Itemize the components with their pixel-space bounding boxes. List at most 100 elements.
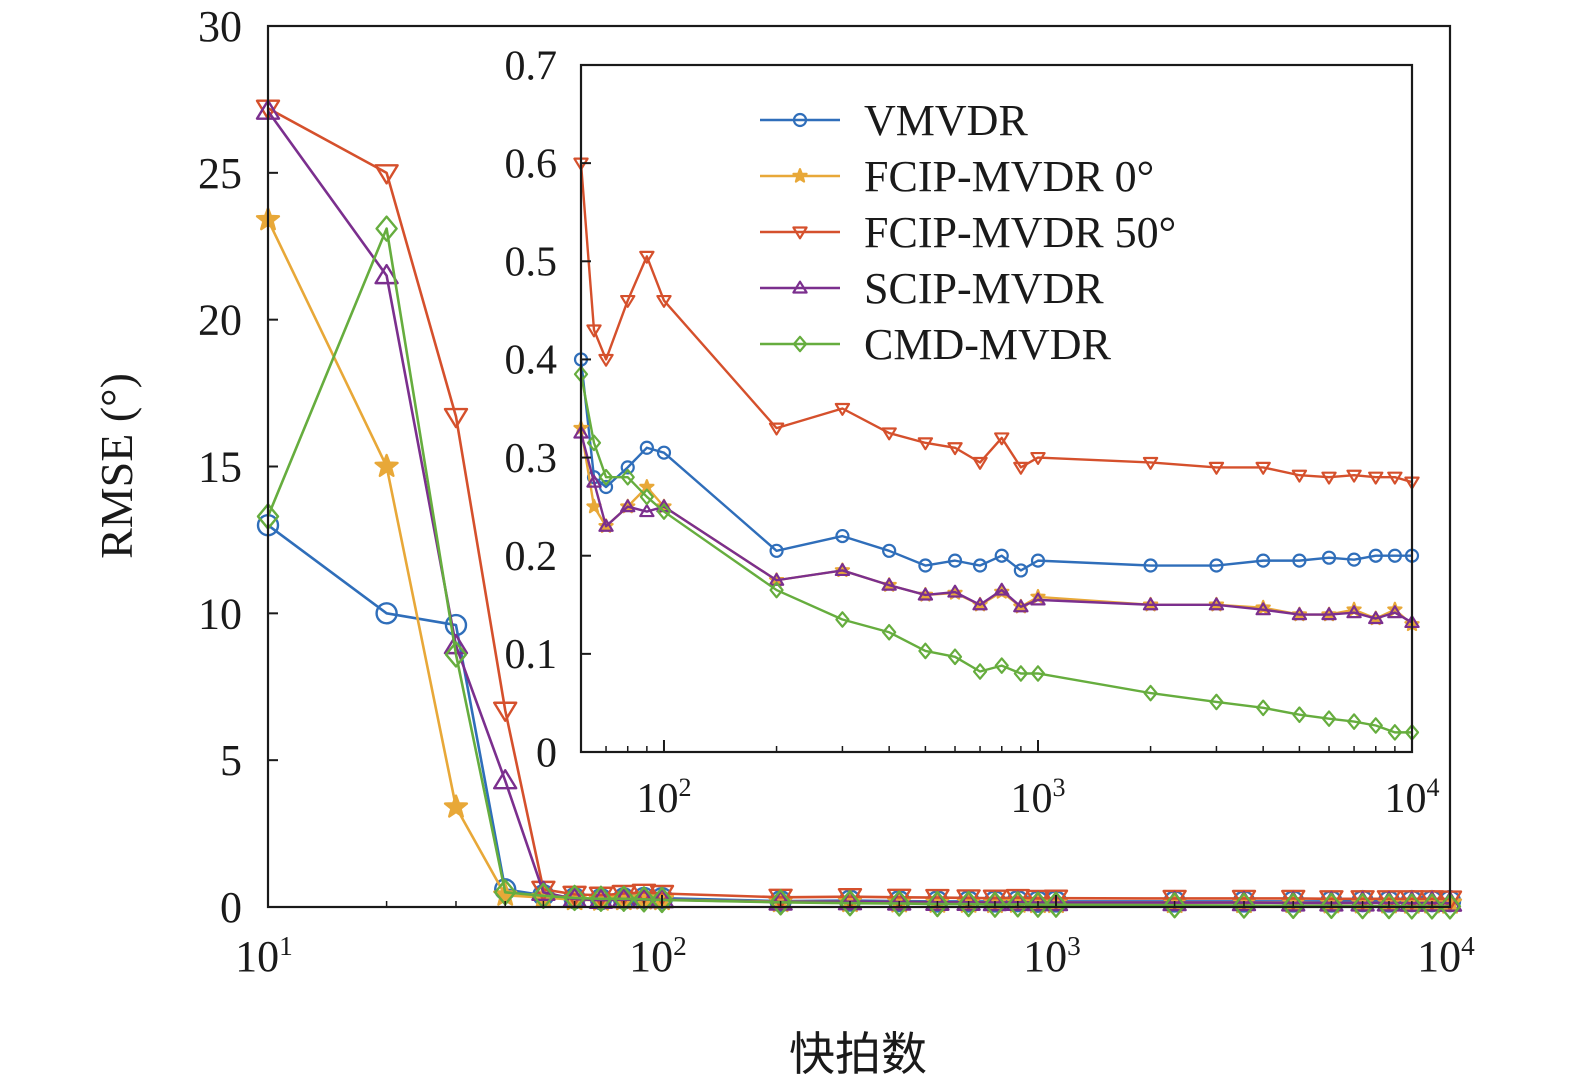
legend-item-0: VMVDR xyxy=(760,96,1028,145)
inset-series-3 xyxy=(573,425,1420,629)
main-series-3-point-14 xyxy=(956,890,981,912)
main-series-4-point-7 xyxy=(612,885,636,912)
main-series-0-point-1 xyxy=(375,602,398,625)
legend: VMVDR FCIP-MVDR 0° FCIP-MVDR 50° SCIP-MVDR C… xyxy=(760,96,1176,369)
inset-series-0-point-19 xyxy=(1321,550,1337,565)
main-series-2-point-1 xyxy=(374,164,399,185)
inset-series-3-point-8 xyxy=(881,577,897,591)
main-series-4-point-17 xyxy=(1026,891,1050,918)
inset-series-3-point-14 xyxy=(1030,592,1046,606)
inset-series-0-point-9 xyxy=(918,558,933,573)
main-y-tick-label-4: 20 xyxy=(198,296,242,345)
inset-series-0-point-5 xyxy=(656,445,672,460)
inset-series-4-point-18 xyxy=(1292,706,1307,724)
inset-series-4-point-12 xyxy=(994,657,1009,674)
inset-series-4-point-3 xyxy=(620,468,635,486)
inset-x-tick-label-2: 104 xyxy=(1384,773,1439,822)
main-series-4-point-14 xyxy=(957,890,980,918)
inset-series-0-point-6 xyxy=(769,543,784,558)
legend-label-4: CMD-MVDR xyxy=(864,320,1112,369)
inset-series-4-point-20 xyxy=(1346,713,1362,730)
legend-marker-4-point-0 xyxy=(792,335,808,353)
inset-y-tick-label-6: 0.6 xyxy=(505,141,558,187)
main-series-3-point-13 xyxy=(925,890,950,912)
main-y-tick-label-2: 10 xyxy=(198,589,242,638)
inset-series-0-point-18 xyxy=(1292,553,1307,568)
main-series-4-point-10 xyxy=(769,889,792,916)
inset-series-0-point-21 xyxy=(1368,548,1383,563)
legend-item-4: CMD-MVDR xyxy=(760,320,1112,369)
main-series-4-point-19 xyxy=(1163,892,1186,919)
inset-series-3-point-7 xyxy=(834,563,851,577)
legend-item-2: FCIP-MVDR 50° xyxy=(760,208,1176,257)
main-series-4-point-1 xyxy=(375,215,398,242)
inset-series-3-point-11 xyxy=(972,597,988,611)
inset-series-0-point-10 xyxy=(947,553,963,568)
main-series-4-point-2 xyxy=(444,641,468,668)
main-series-4-point-16 xyxy=(1006,891,1030,918)
inset-series-2-point-5 xyxy=(656,294,672,308)
inset-series-4-point-19 xyxy=(1321,710,1337,727)
inset-series-2-point-1 xyxy=(586,324,602,338)
inset-series-2-point-4 xyxy=(639,250,655,264)
main-plot: 0 5 10 15 20 25 30 101 102 103 104 xyxy=(198,2,1475,981)
inset-series-2-point-20 xyxy=(1346,469,1362,483)
inset-series-3-point-12 xyxy=(994,582,1010,596)
inset-x-tick-label-1: 103 xyxy=(1010,773,1065,822)
main-x-tick-label-0: 101 xyxy=(235,931,293,981)
inset-series-2-point-9 xyxy=(917,437,934,451)
inset-y-tick-label-0: 0 xyxy=(536,730,557,776)
inset-series-0-point-11 xyxy=(972,558,988,573)
inset-series-2-point-2 xyxy=(598,353,614,367)
legend-label-1: FCIP-MVDR 0° xyxy=(864,152,1154,201)
legend-label-0: VMVDR xyxy=(864,96,1028,145)
inset-series-3-point-6 xyxy=(768,572,785,586)
main-y-tick-label-0: 0 xyxy=(220,883,242,932)
inset-series-2-point-10 xyxy=(947,442,963,456)
y-axis-title: RMSE (°) xyxy=(91,373,142,559)
inset-series-0-point-7 xyxy=(835,528,850,544)
inset-series-3-point-18 xyxy=(1291,607,1308,621)
inset-series-2-point-6 xyxy=(768,422,785,436)
main-series-4-point-27 xyxy=(1438,893,1462,920)
inset-series-0-point-16 xyxy=(1209,558,1224,573)
inset-plot: 0 0.1 0.2 0.3 0.4 0.5 0.6 0.7 102 103 104 xyxy=(505,43,1440,822)
inset-series-3-point-3 xyxy=(620,499,636,513)
inset-series-4-point-21 xyxy=(1368,717,1383,734)
inset-series-4-point-8 xyxy=(882,623,897,641)
legend-marker-1-point-0 xyxy=(792,168,808,183)
inset-series-2 xyxy=(573,157,1420,490)
inset-series-0-point-20 xyxy=(1346,552,1362,567)
inset-y-tick-label-7: 0.7 xyxy=(505,43,558,89)
inset-series-3-point-20 xyxy=(1346,605,1362,619)
inset-series-3-point-1 xyxy=(586,474,602,488)
inset-series-4-point-13 xyxy=(1013,665,1028,682)
inset-series-2-point-7 xyxy=(834,402,851,416)
legend-item-3: SCIP-MVDR xyxy=(760,264,1104,313)
inset-series-0-point-22 xyxy=(1387,548,1402,563)
main-series-4-point-13 xyxy=(926,890,949,918)
inset-series-2-point-12 xyxy=(994,432,1010,446)
main-series-4-point-21 xyxy=(1282,892,1305,920)
inset-series-4-point-5 xyxy=(656,503,672,520)
main-series-2-point-2 xyxy=(443,407,469,429)
inset-series-0-line xyxy=(579,359,1412,572)
main-y-tick-label-3: 15 xyxy=(198,442,242,491)
inset-series-2-point-14 xyxy=(1030,451,1046,465)
inset-series-2-point-13 xyxy=(1013,461,1029,475)
inset-series-2-point-22 xyxy=(1387,471,1403,485)
inset-y-tick-label-1: 0.1 xyxy=(505,632,558,678)
legend-label-2: FCIP-MVDR 50° xyxy=(864,208,1176,257)
main-series-4-point-6 xyxy=(589,885,613,912)
inset-series-4-point-11 xyxy=(972,663,988,680)
inset-series-4-point-1 xyxy=(586,434,602,452)
main-series-3-point-12 xyxy=(887,890,912,911)
main-x-tick-label-1: 102 xyxy=(629,931,687,981)
main-series-1-point-2 xyxy=(443,794,469,818)
legend-marker-0-point-0 xyxy=(792,112,808,128)
main-series-4-point-8 xyxy=(632,886,656,913)
inset-series-3-point-19 xyxy=(1321,607,1337,621)
inset-series-2-point-17 xyxy=(1255,461,1271,475)
main-x-tick-label-2: 103 xyxy=(1023,931,1081,981)
main-x-tick-label-3: 104 xyxy=(1417,931,1475,981)
